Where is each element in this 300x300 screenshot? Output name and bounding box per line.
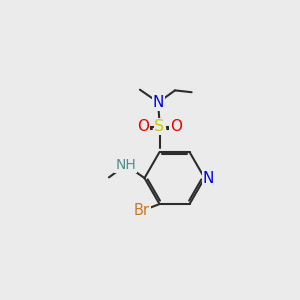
Text: O: O (137, 119, 149, 134)
Text: O: O (170, 119, 182, 134)
Text: Br: Br (134, 203, 150, 218)
Text: N: N (153, 95, 164, 110)
Text: NH: NH (115, 158, 136, 172)
Text: S: S (154, 119, 165, 134)
Text: N: N (203, 171, 214, 186)
